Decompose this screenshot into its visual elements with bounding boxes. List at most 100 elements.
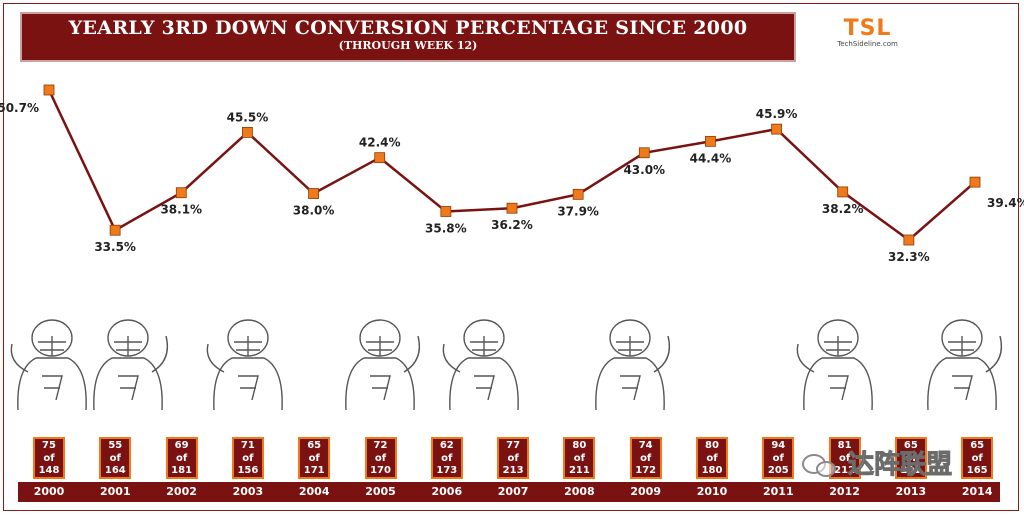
chart-title: YEARLY 3RD DOWN CONVERSION PERCENTAGE SI… [68,17,748,39]
player-sketch [442,319,519,411]
conversion-box-2007: 77 of 213 [497,437,530,479]
conversion-box-2002: 69 of 181 [165,437,198,479]
data-label-2001: 33.5% [94,240,136,254]
data-label-2006: 35.8% [425,221,467,235]
conversion-made: 71 [240,440,255,451]
player-sketch [796,319,873,411]
data-label-2003: 45.5% [227,110,269,124]
conversion-att: 181 [171,465,193,476]
year-label-2014: 2014 [961,485,993,498]
conversion-box-2011: 94 of 205 [762,437,795,479]
data-point-2014 [969,176,981,188]
wechat-watermark: 达阵联盟 [802,450,953,481]
data-point-2008 [572,188,584,200]
conversion-box-2001: 55 of 164 [99,437,132,479]
data-label-2013: 32.3% [888,250,930,264]
conversion-box-2005: 72 of 170 [364,437,397,479]
conversion-box-2010: 80 of 180 [696,437,728,479]
data-point-2009 [638,147,650,159]
data-label-2011: 45.9% [756,107,798,121]
data-point-2004 [308,188,319,199]
year-label-2005: 2005 [365,485,396,498]
data-label-2014: 39.4% [987,196,1024,210]
data-label-2000: 50.7% [0,101,39,115]
conversion-box-2000: 75 of 148 [33,437,65,479]
data-label-2008: 37.9% [557,204,599,218]
year-label-2012: 2012 [829,485,860,498]
conversion-att: 172 [635,465,657,476]
data-label-2007: 36.2% [491,218,533,232]
watermark-text: 达阵联盟 [848,450,952,480]
conversion-att: 180 [701,465,723,476]
conversion-att: 165 [966,465,988,476]
tsl-logo: TSL TechSideline.com [820,18,915,52]
conversion-made: 75 [42,440,56,451]
conversion-box-2003: 71 of 156 [231,437,264,479]
data-point-2013 [903,234,915,246]
year-label-2007: 2007 [497,485,529,498]
conversion-made: 80 [572,440,587,451]
logo-site: TechSideline.com [837,40,898,48]
year-label-2010: 2010 [696,485,728,498]
player-sketch [93,319,169,411]
year-label-2009: 2009 [630,485,661,498]
year-label-2013: 2013 [895,485,927,498]
conversion-att: 213 [502,465,524,476]
data-point-2000 [43,84,55,96]
conversion-att: 211 [568,465,590,476]
data-label-2002: 38.1% [160,203,202,217]
conversion-att: 212 [834,465,856,476]
conversion-made: 65 [307,440,322,451]
conversion-of: of [43,452,55,464]
player-sketch [927,319,1003,411]
conversion-made: 65 [903,440,918,451]
data-label-2004: 38.0% [293,204,335,218]
data-point-2011 [771,123,782,135]
conversion-att: 148 [38,465,60,476]
conversion-made: 77 [506,440,521,451]
chart-frame [3,3,1019,511]
data-label-2012: 38.2% [822,202,864,216]
conversion-made: 55 [108,440,123,451]
data-point-2007 [506,202,518,214]
chart-subtitle: (THROUGH WEEK 12) [338,39,478,52]
conversion-of: of [308,452,320,464]
year-label-2004: 2004 [298,485,330,498]
conversion-of: of [109,452,121,464]
conversion-att: 170 [370,465,391,476]
conversion-made: 69 [174,440,189,451]
conversion-of: of [441,452,453,464]
conversion-box-2009: 74 of 172 [629,437,662,479]
conversion-made: 65 [970,440,985,451]
year-label-2001: 2001 [99,485,131,498]
conversion-att: 156 [237,465,259,476]
conversion-of: of [507,452,519,464]
conversion-of: of [706,452,718,464]
data-point-2003 [242,126,253,138]
conversion-made: 72 [373,440,388,451]
title-bar: YEARLY 3RD DOWN CONVERSION PERCENTAGE SI… [20,12,796,62]
conversion-made: 80 [705,440,719,451]
year-label-2002: 2002 [166,485,197,498]
conversion-made: 74 [638,440,653,451]
player-sketch [595,319,671,411]
player-sketch [345,319,421,411]
years-band [18,482,1000,502]
conversion-of: of [242,452,254,464]
data-point-2001 [109,224,121,236]
wechat-icon [802,454,836,477]
conversion-box-2008: 80 of 211 [563,437,596,479]
conversion-box-2013: 65 of 201 [894,437,927,479]
conversion-made: 81 [837,440,852,451]
conversion-box-2006: 62 of 173 [430,437,463,479]
conversion-of: of [772,452,784,464]
conversion-made: 94 [771,440,786,451]
year-label-2003: 2003 [232,485,264,498]
conversion-att: 205 [767,465,789,476]
data-point-2012 [837,186,849,198]
player-sketch [10,319,87,411]
conversion-of: of [374,452,387,464]
conversion-box-2014: 65 of 165 [961,437,994,479]
